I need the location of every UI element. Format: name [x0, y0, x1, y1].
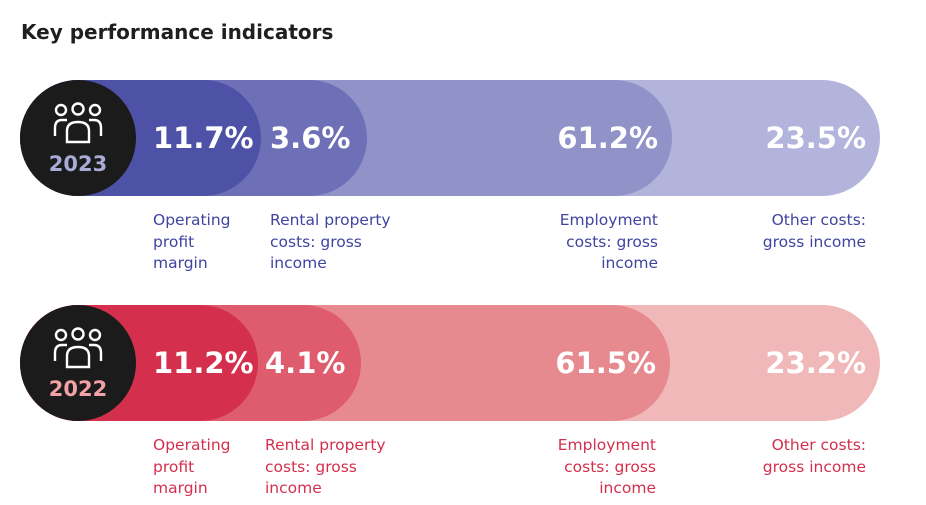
- year-label: 2022: [48, 377, 108, 401]
- employment-costs-caption: Employment costs: gross income: [557, 436, 656, 497]
- operating-margin-value: 11.7%: [153, 121, 254, 155]
- people-group-icon: [53, 102, 103, 144]
- employment-costs-value: 61.5%: [555, 346, 656, 380]
- employment-costs-caption: Employment costs: gross income: [559, 211, 658, 272]
- rental-costs-value: 3.6%: [270, 121, 351, 155]
- page-title: Key performance indicators: [21, 20, 334, 44]
- operating-margin-caption: Operating profit margin: [153, 436, 231, 497]
- year-badge: 2023: [20, 80, 136, 196]
- rental-costs-caption: Rental property costs: gross income: [270, 211, 391, 272]
- other-costs-value: 23.5%: [765, 121, 866, 155]
- other-costs-caption: Other costs: gross income: [762, 436, 866, 476]
- year-badge: 2022: [20, 305, 136, 421]
- people-group-icon: [53, 327, 103, 369]
- rental-costs-caption: Rental property costs: gross income: [265, 436, 386, 497]
- kpi-row-2023: 2023 11.7% 3.6% 61.2% 23.5% Operating pr…: [0, 80, 926, 280]
- kpi-row-2022: 2022 11.2% 4.1% 61.5% 23.2% Operating pr…: [0, 305, 926, 505]
- year-label: 2023: [48, 152, 108, 176]
- operating-margin-caption: Operating profit margin: [153, 211, 231, 272]
- other-costs-caption: Other costs: gross income: [762, 211, 866, 251]
- rental-costs-value: 4.1%: [265, 346, 346, 380]
- other-costs-value: 23.2%: [765, 346, 866, 380]
- employment-costs-value: 61.2%: [557, 121, 658, 155]
- operating-margin-value: 11.2%: [153, 346, 254, 380]
